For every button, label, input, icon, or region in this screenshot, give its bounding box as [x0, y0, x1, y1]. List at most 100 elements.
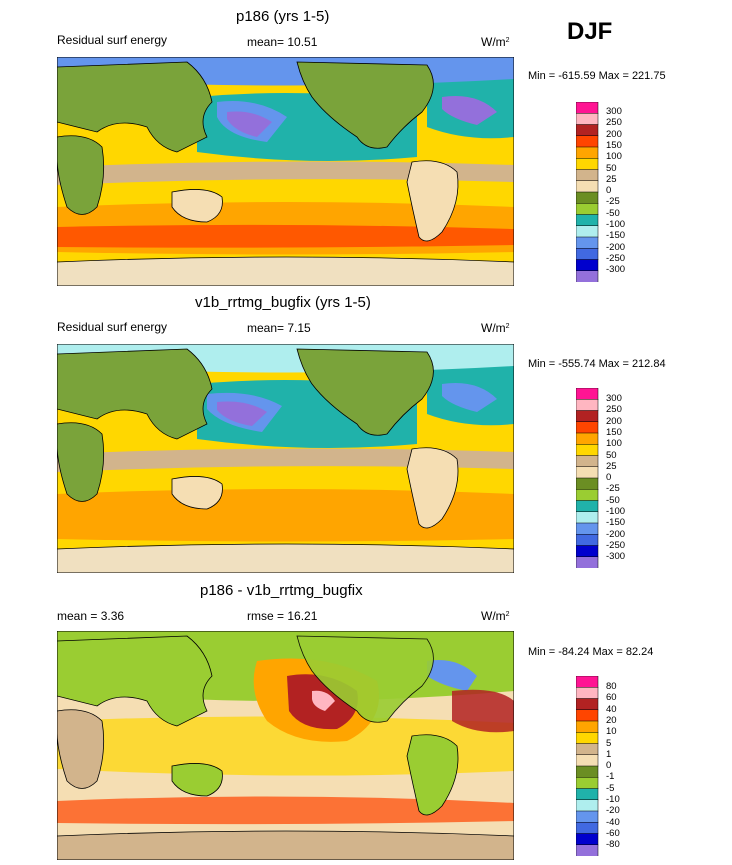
australia: [171, 189, 223, 223]
diff-red-atlantic: [452, 689, 514, 733]
colorbar-swatch: [576, 432, 599, 445]
colorbar-swatch: [576, 203, 599, 216]
north-america: [296, 348, 434, 436]
colorbar-swatch: [576, 102, 599, 114]
panel-2-minmax: Min = -555.74 Max = 212.84: [528, 358, 666, 370]
panel-3-mean-label: mean = 3.36: [57, 609, 125, 623]
cb-tick: 300: [606, 393, 622, 404]
cb-tick: 50: [606, 162, 617, 174]
colorbar-swatch: [576, 522, 599, 535]
colorbar-swatch: [576, 214, 599, 227]
southern-ocean-hot: [57, 224, 514, 248]
north-pacific-core: [227, 111, 272, 137]
colorbar-swatch: [576, 225, 599, 238]
panel-1-colorbar: [576, 102, 599, 282]
cb-tick: 1: [606, 748, 612, 760]
cb-tick: 10: [606, 726, 617, 738]
tropical-band: [57, 161, 514, 185]
africa: [57, 422, 105, 502]
colorbar-swatch: [576, 698, 599, 711]
colorbar-swatch: [576, 788, 599, 801]
panel-3-title: p186 - v1b_rrtmg_bugfix: [200, 582, 363, 599]
eurasia: [57, 635, 213, 727]
panel-1-map: [57, 57, 514, 286]
cb-tick: -100: [606, 506, 626, 517]
cb-tick: 0: [606, 760, 612, 772]
colorbar-swatches: [576, 676, 599, 856]
colorbar-swatch: [576, 124, 599, 137]
panel-3-map: [57, 631, 514, 860]
colorbar-swatch: [576, 822, 599, 835]
colorbar-swatch: [576, 556, 599, 568]
colorbar-swatch: [576, 732, 599, 745]
cb-tick: -10: [606, 794, 620, 805]
antarctica: [57, 830, 514, 860]
cb-tick: 40: [606, 703, 617, 715]
africa: [57, 709, 105, 789]
panel-2-units: W/m2: [481, 321, 510, 335]
colorbar-swatches: [576, 102, 599, 282]
colorbar-swatch: [576, 534, 599, 547]
cb-tick: -300: [606, 551, 626, 563]
colorbar-swatch: [576, 754, 599, 767]
colorbar-swatch: [576, 466, 599, 479]
cb-tick: -80: [606, 839, 620, 851]
cb-tick: -5: [606, 782, 615, 794]
diff-red-southern: [57, 796, 514, 825]
colorbar-swatch: [576, 248, 599, 261]
north-america: [296, 61, 434, 149]
colorbar-swatch: [576, 720, 599, 733]
cb-tick: -150: [606, 517, 626, 529]
colorbar-swatch: [576, 444, 599, 457]
colorbar-swatch: [576, 135, 599, 148]
panel-2-map: [57, 344, 514, 573]
colorbar-swatch: [576, 545, 599, 558]
cb-tick: -150: [606, 230, 626, 242]
cb-tick: -300: [606, 264, 626, 276]
south-america: [406, 734, 459, 816]
colorbar-swatch: [576, 799, 599, 812]
colorbar-swatch: [576, 687, 599, 700]
colorbar-swatch: [576, 158, 599, 171]
panel-2-title: v1b_rrtmg_bugfix (yrs 1-5): [195, 294, 371, 311]
colorbar-swatch: [576, 399, 599, 412]
north-atlantic-core: [442, 96, 497, 125]
cb-tick: -200: [606, 241, 626, 253]
north-america: [296, 635, 434, 723]
colorbar-swatches: [576, 388, 599, 568]
australia: [171, 763, 223, 797]
colorbar-swatch: [576, 191, 599, 204]
colorbar-swatch: [576, 765, 599, 778]
colorbar-swatch: [576, 259, 599, 272]
colorbar-swatch: [576, 477, 599, 490]
south-america: [406, 160, 459, 242]
panel-3-rmse-label: rmse = 16.21: [247, 609, 318, 623]
colorbar-swatch: [576, 709, 599, 722]
panel-1-variable-label: Residual surf energy: [57, 33, 168, 47]
colorbar-swatch: [576, 113, 599, 126]
colorbar-swatch: [576, 180, 599, 193]
cb-tick: 25: [606, 173, 617, 185]
diff-blue-atlantic: [427, 660, 477, 691]
colorbar-swatch: [576, 270, 599, 282]
colorbar-swatch: [576, 421, 599, 434]
diff-yellow-band: [57, 716, 514, 776]
cb-tick: -60: [606, 827, 620, 839]
cb-tick: 0: [606, 185, 612, 197]
cb-tick: -1: [606, 771, 615, 783]
panel-2-variable-label: Residual surf energy: [57, 320, 168, 334]
cb-tick: -250: [606, 539, 626, 551]
antarctica: [57, 256, 514, 286]
colorbar-swatch: [576, 455, 599, 468]
colorbar-swatch: [576, 410, 599, 423]
diff-pink-core: [312, 690, 335, 711]
cb-tick: 150: [606, 426, 622, 438]
colorbar-swatch: [576, 500, 599, 513]
southern-ocean-warm: [57, 489, 514, 542]
cb-tick: 20: [606, 714, 617, 726]
cb-tick: 100: [606, 151, 622, 163]
africa: [57, 135, 105, 215]
cb-tick: 150: [606, 139, 622, 151]
colorbar-swatch: [576, 236, 599, 249]
cb-tick: -40: [606, 816, 620, 828]
